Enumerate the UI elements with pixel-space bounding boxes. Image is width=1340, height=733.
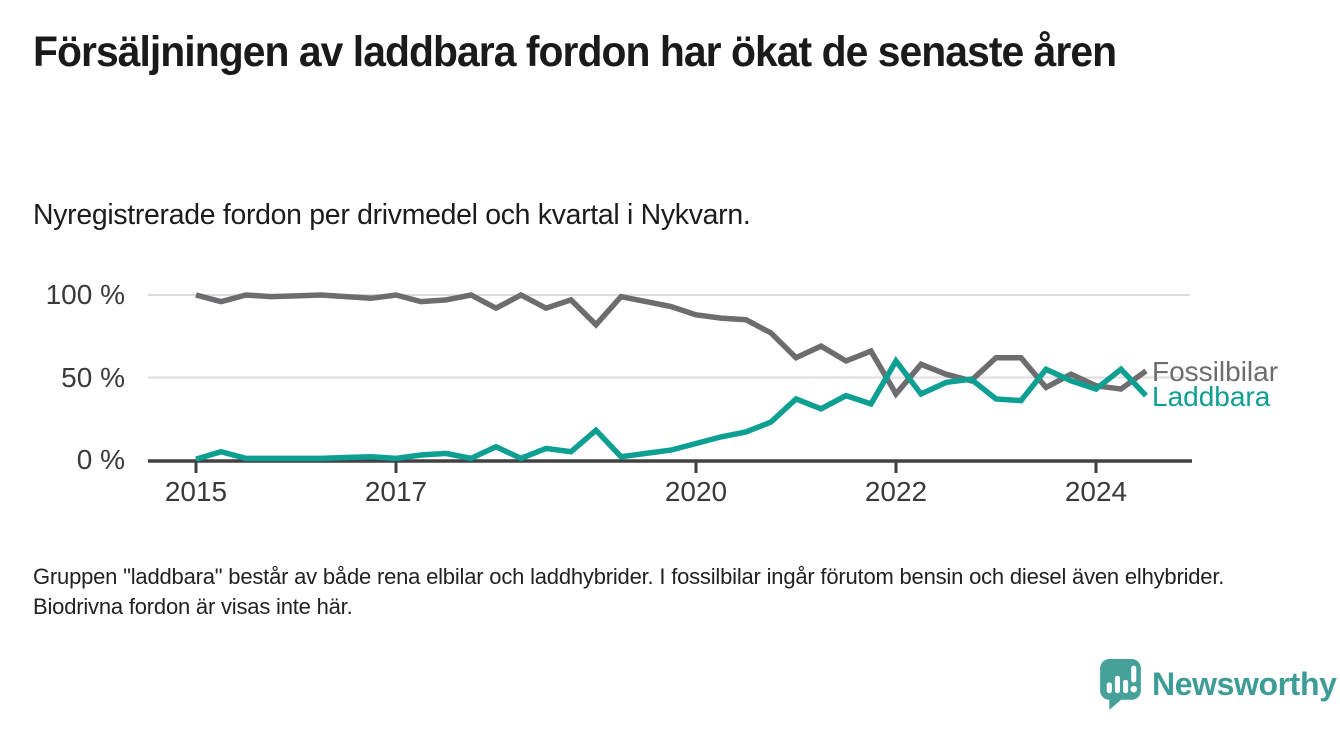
data-series-lines	[195, 291, 1148, 462]
legend-label-fossilbilar: Fossilbilar	[1152, 356, 1279, 387]
newsworthy-wordmark: Newsworthy	[1152, 665, 1337, 702]
y-tick-label-0: 0 %	[76, 444, 125, 475]
newsworthy-logo: Newsworthy	[1098, 656, 1337, 711]
x-tick-label-2020: 2020	[664, 476, 728, 507]
chart-subtitle: Nyregistrerade fordon per drivmedel och …	[33, 199, 751, 231]
legend-label-laddbara: Laddbara	[1152, 381, 1271, 412]
series-line-laddbara	[195, 356, 1148, 462]
x-tick-label-2015: 2015	[164, 476, 228, 507]
x-axis-ticks	[194, 461, 1098, 473]
series-line-fossilbilar	[195, 291, 1148, 399]
x-tick-label-2024: 2024	[1064, 476, 1128, 507]
x-tick-label-2022: 2022	[864, 476, 928, 507]
x-tick-label-2017: 2017	[364, 476, 428, 507]
y-tick-label-100: 100 %	[45, 279, 125, 310]
y-tick-label-50: 50 %	[61, 361, 125, 393]
newsworthy-bubble-chart-icon	[1100, 659, 1141, 710]
chart-title: Försäljningen av laddbara fordon har öka…	[33, 28, 1117, 76]
chart-footnote: Gruppen "laddbara" består av både rena e…	[33, 564, 1225, 619]
